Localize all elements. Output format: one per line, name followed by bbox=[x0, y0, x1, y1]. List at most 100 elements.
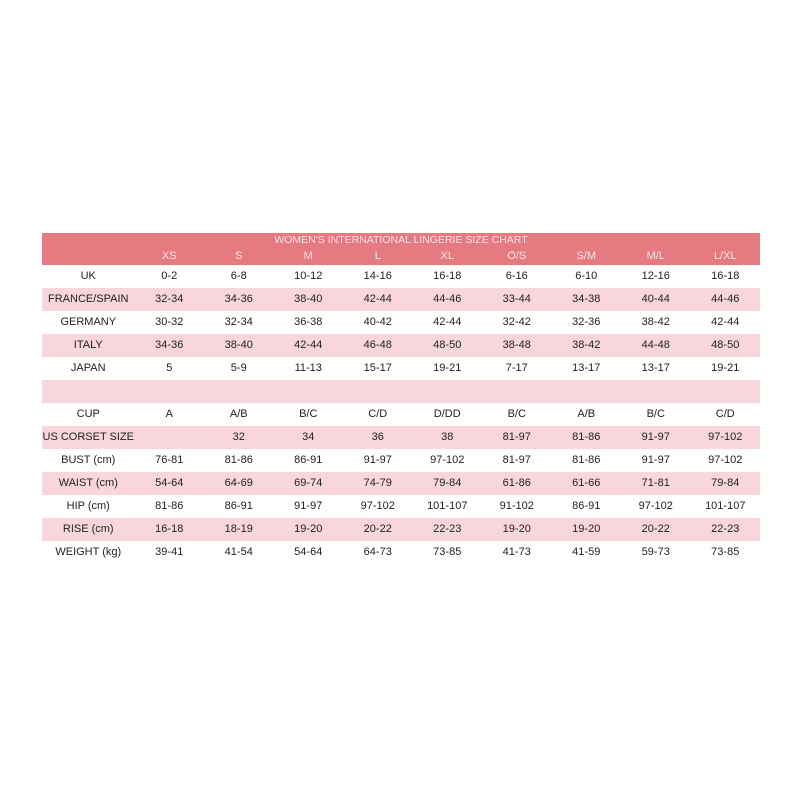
row-label: HIP (cm) bbox=[66, 500, 110, 512]
table-row: HIP (cm) 81-86 86-91 91-97 97-102 101-107 91-1… bbox=[42, 495, 760, 518]
table-cell: 6-16 bbox=[505, 270, 528, 282]
table-cell: 18-19 bbox=[224, 523, 253, 535]
table-cell: 86-91 bbox=[224, 500, 253, 512]
table-cell: 46-48 bbox=[363, 339, 392, 351]
table-cell: 69-74 bbox=[294, 477, 323, 489]
table-cell: 59-73 bbox=[641, 546, 670, 558]
size-header-row: XS S M L XL O/S S/M M/L L/XL bbox=[42, 248, 760, 265]
table-cell: 13-17 bbox=[572, 362, 601, 374]
table-cell: 40-42 bbox=[363, 316, 392, 328]
table-cell: 12-16 bbox=[641, 270, 670, 282]
table-cell: 11-13 bbox=[294, 362, 322, 374]
table-cell: 16-18 bbox=[711, 270, 740, 282]
table-cell: B/C bbox=[507, 408, 526, 420]
table-cell: 34-36 bbox=[224, 293, 253, 305]
table-cell: 6-10 bbox=[575, 270, 598, 282]
row-label bbox=[42, 380, 135, 403]
row-label: WEIGHT (kg) bbox=[55, 546, 122, 558]
table-cell bbox=[482, 380, 552, 403]
table-cell: 71-81 bbox=[641, 477, 670, 489]
table-row: US CORSET SIZE 32 34 36 38 81-97 81-86 91-97 97-… bbox=[42, 426, 760, 449]
table-cell: 97-102 bbox=[638, 500, 673, 512]
row-label: FRANCE/SPAIN bbox=[48, 293, 129, 305]
table-cell: 16-18 bbox=[433, 270, 462, 282]
table-cell: 32-42 bbox=[502, 316, 531, 328]
table-cell: 20-22 bbox=[363, 523, 392, 535]
table-cell: 91-97 bbox=[641, 454, 670, 466]
table-cell: 19-21 bbox=[433, 362, 462, 374]
table-cell: 97-102 bbox=[708, 454, 743, 466]
table-row: GERMANY 30-32 32-34 36-38 40-42 42-44 32-42 32-… bbox=[42, 311, 760, 334]
table-cell: 73-85 bbox=[433, 546, 462, 558]
table-cell: 97-102 bbox=[708, 431, 743, 443]
table-cell: 40-44 bbox=[641, 293, 670, 305]
table-cell: 81-86 bbox=[572, 431, 601, 443]
table-cell: 44-46 bbox=[711, 293, 740, 305]
table-cell: 41-73 bbox=[502, 546, 531, 558]
table-cell: 32-36 bbox=[572, 316, 601, 328]
table-cell: 44-46 bbox=[433, 293, 462, 305]
table-cell: 64-73 bbox=[363, 546, 392, 558]
table-cell: C/D bbox=[715, 408, 735, 420]
table-cell: 38-42 bbox=[641, 316, 670, 328]
table-cell: 14-16 bbox=[363, 270, 392, 282]
size-header-xs: XS bbox=[161, 250, 177, 262]
table-cell: 33-44 bbox=[502, 293, 531, 305]
table-cell: 13-17 bbox=[641, 362, 670, 374]
table-cell: 19-20 bbox=[572, 523, 601, 535]
table-title: WOMEN'S INTERNATIONAL LINGERIE SIZE CHAR… bbox=[274, 234, 528, 246]
table-row: BUST (cm) 76-81 81-86 86-91 91-97 97-102 81-97… bbox=[42, 449, 760, 472]
table-cell: 38-40 bbox=[294, 293, 323, 305]
table-cell: 20-22 bbox=[641, 523, 670, 535]
row-label: UK bbox=[80, 270, 96, 282]
table-cell bbox=[552, 380, 622, 403]
table-row: FRANCE/SPAIN 32-34 34-36 38-40 42-44 44-46 33-… bbox=[42, 288, 760, 311]
table-cell: 34-36 bbox=[155, 339, 184, 351]
table-cell bbox=[204, 380, 274, 403]
table-cell: 5 bbox=[166, 362, 173, 374]
table-cell: 36 bbox=[371, 431, 384, 443]
table-cell: 97-102 bbox=[430, 454, 465, 466]
table-cell: 42-44 bbox=[363, 293, 392, 305]
table-cell: 38-40 bbox=[224, 339, 253, 351]
table-cell: 86-91 bbox=[572, 500, 601, 512]
size-header-l: L bbox=[374, 250, 381, 262]
table-cell bbox=[413, 380, 483, 403]
table-row: UK 0-2 6-8 10-12 14-16 16-18 6-16 6-10 12-16 16-1… bbox=[42, 265, 760, 288]
size-header-m-l: M/L bbox=[646, 250, 665, 262]
table-cell: 22-23 bbox=[433, 523, 462, 535]
table-cell: 22-23 bbox=[711, 523, 740, 535]
table-cell bbox=[691, 380, 761, 403]
row-label: ITALY bbox=[73, 339, 103, 351]
table-cell: 34 bbox=[302, 431, 315, 443]
table-cell: 38-42 bbox=[572, 339, 601, 351]
table-cell: 44-48 bbox=[641, 339, 670, 351]
size-header-m: M bbox=[303, 250, 313, 262]
table-cell: 73-85 bbox=[711, 546, 740, 558]
table-cell: 101-107 bbox=[705, 500, 746, 512]
table-cell: 32-34 bbox=[224, 316, 253, 328]
table-cell: 42-44 bbox=[433, 316, 462, 328]
table-cell: 79-84 bbox=[433, 477, 462, 489]
size-header-o-s: O/S bbox=[507, 250, 527, 262]
row-label: JAPAN bbox=[70, 362, 106, 374]
table-cell bbox=[135, 380, 205, 403]
table-cell: 41-59 bbox=[572, 546, 601, 558]
table-cell: 19-20 bbox=[502, 523, 531, 535]
row-label: GERMANY bbox=[60, 316, 117, 328]
row-label: RISE (cm) bbox=[62, 523, 114, 535]
table-cell: 81-97 bbox=[502, 431, 531, 443]
table-cell: A/B bbox=[229, 408, 248, 420]
table-cell: 10-12 bbox=[294, 270, 323, 282]
table-cell: 30-32 bbox=[155, 316, 184, 328]
table-cell bbox=[621, 380, 691, 403]
table-cell: 48-50 bbox=[433, 339, 462, 351]
table-cell bbox=[343, 380, 413, 403]
table-cell: 39-41 bbox=[155, 546, 184, 558]
table-cell: 5-9 bbox=[230, 362, 247, 374]
table-row: JAPAN 5 5-9 11-13 15-17 19-21 7-17 13-17 13-17 19… bbox=[42, 357, 760, 380]
table-cell: 7-17 bbox=[505, 362, 528, 374]
table-row: RISE (cm) 16-18 18-19 19-20 20-22 22-23 19-20 1… bbox=[42, 518, 760, 541]
size-chart-table: WOMEN'S INTERNATIONAL LINGERIE SIZE CHAR… bbox=[42, 233, 760, 564]
header-corner bbox=[42, 248, 135, 265]
